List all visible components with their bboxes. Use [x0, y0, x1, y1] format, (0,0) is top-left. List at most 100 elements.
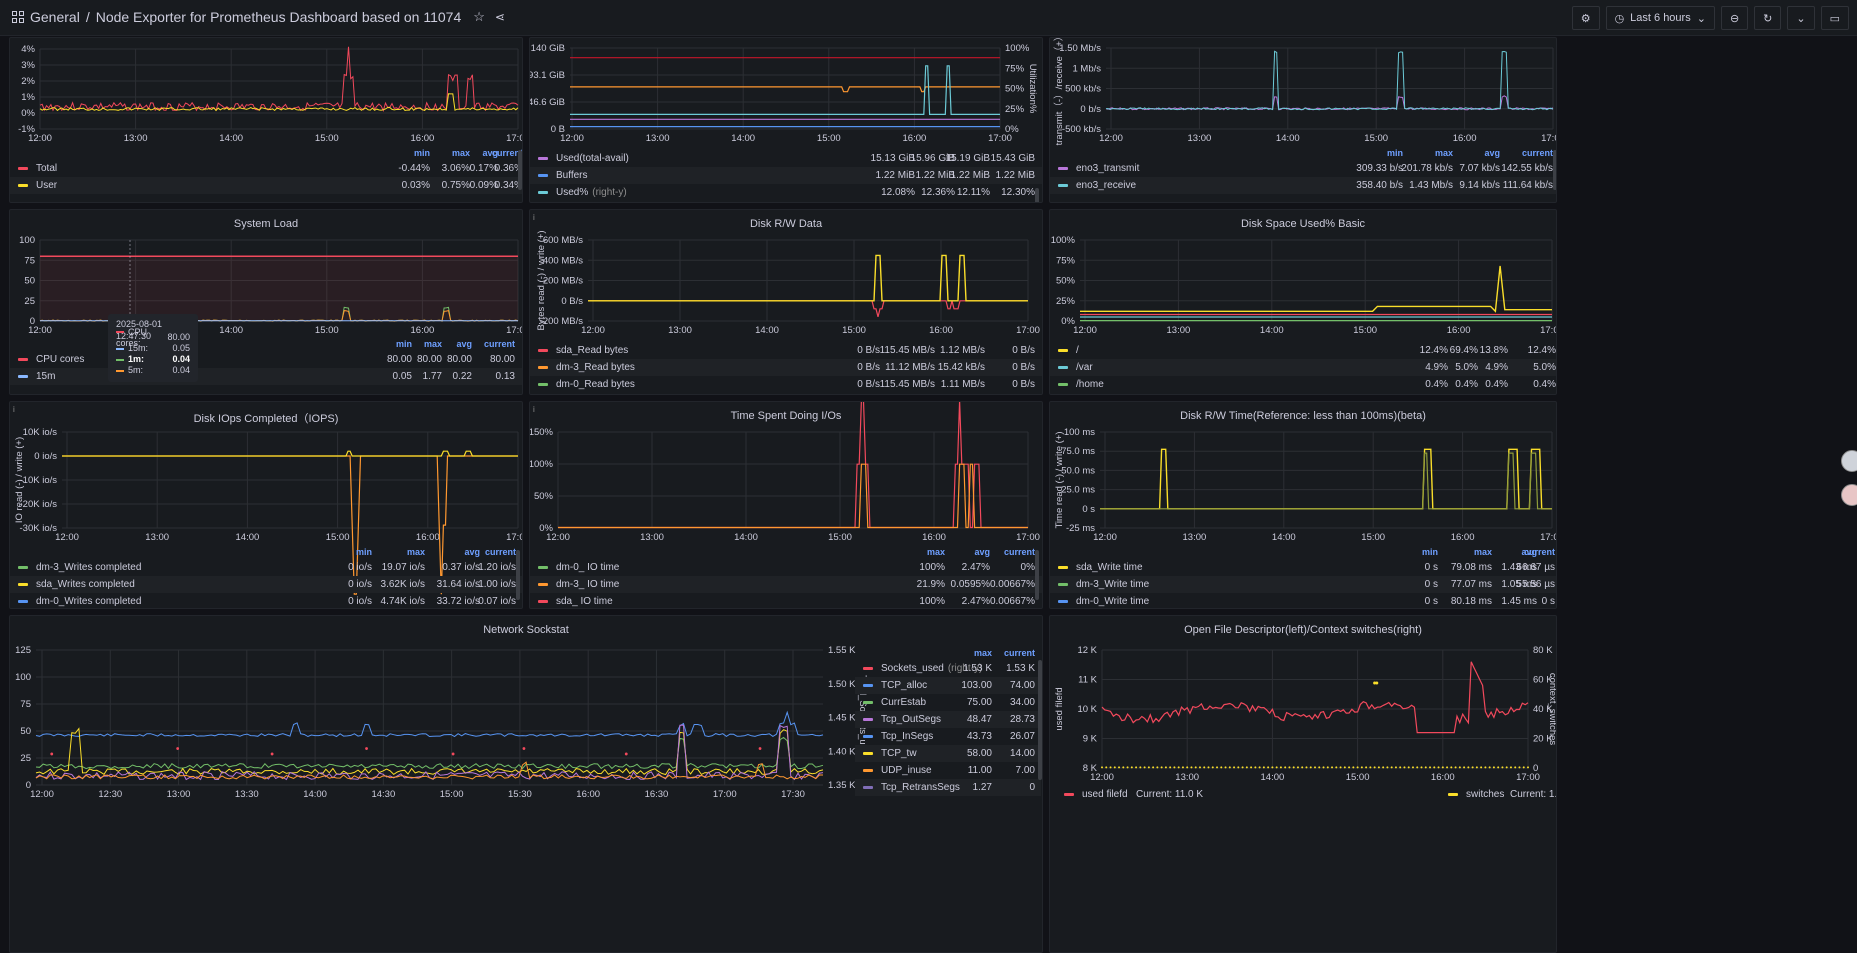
legend-row[interactable]: Tcp_OutSegs 48.47 28.73: [855, 711, 1041, 728]
legend-scrollbar[interactable]: [1038, 660, 1042, 780]
x-tick-label: 13:00: [1183, 532, 1207, 543]
legend-row[interactable]: dm-3_Write time 0 s 77.07 ms 1.05 ms 55.56 µ…: [1050, 576, 1556, 593]
legend-row[interactable]: eno3_transmit 309.33 b/s 201.78 kb/s 7.07 k…: [1050, 160, 1556, 177]
floating-translate-icon[interactable]: [1841, 484, 1857, 506]
legend-row[interactable]: Used(total-avail) 15.13 GiB 15.96 GiB 15.19…: [530, 150, 1042, 167]
legend-column-current[interactable]: current: [491, 148, 523, 158]
legend-row[interactable]: /home 0.4% 0.4% 0.4% 0.4%: [1050, 376, 1556, 393]
legend-column-min[interactable]: min: [413, 148, 430, 158]
legend-row[interactable]: Used% (right-y) 12.08% 12.36% 12.11% 12.30%: [530, 184, 1042, 201]
legend-row[interactable]: sda_Write time 0 s 79.08 ms 1.43 ms 66.67 µs: [1050, 559, 1556, 576]
zoom-out-button[interactable]: ⊖: [1720, 6, 1749, 30]
x-tick-label: 13:30: [235, 789, 259, 800]
legend-row[interactable]: Total -0.44% 3.06% 0.17% 0.36%: [10, 160, 522, 177]
legend-column-max[interactable]: max: [451, 148, 470, 158]
legend-row[interactable]: Tcp_RetransSegs 1.27 0: [855, 779, 1041, 796]
legend-column-avg[interactable]: avg: [456, 339, 472, 349]
panel-title[interactable]: Disk R/W Data: [749, 218, 823, 230]
panel-title[interactable]: Time Spent Doing I/Os: [730, 410, 842, 422]
legend-row[interactable]: dm-0_Write time 0 s 80.18 ms 1.45 ms 0 s: [1050, 593, 1556, 608]
legend-scrollbar[interactable]: [516, 550, 520, 600]
x-tick-label: 13:00: [668, 325, 692, 336]
legend-column-avg[interactable]: avg: [974, 547, 990, 557]
legend-column-avg[interactable]: avg: [464, 547, 480, 557]
legend-column-avg[interactable]: avg: [1484, 148, 1500, 158]
legend-row[interactable]: dm-3_Read bytes 0 B/s 11.12 MB/s 15.42 kB/s…: [530, 359, 1042, 376]
legend-column-avg[interactable]: avg: [482, 148, 498, 158]
context-switch-point: [1411, 766, 1414, 769]
panel-info-icon[interactable]: i: [533, 405, 535, 414]
x-tick-label: 15:30: [508, 789, 532, 800]
panel-title[interactable]: System Load: [233, 218, 299, 230]
legend-column-current[interactable]: current: [1521, 148, 1553, 158]
legend-column-current[interactable]: current: [1523, 547, 1555, 557]
legend-row[interactable]: dm-0_Writes completed 0 io/s 4.74K io/s 33.…: [10, 593, 522, 608]
legend-row[interactable]: Sockets_used (right-y) 1.53 K 1.53 K: [855, 660, 1041, 677]
panel-title[interactable]: Disk R/W Time(Reference: less than 100ms…: [1180, 410, 1426, 422]
legend-item[interactable]: used filefd Current: 11.0 K: [1056, 786, 1256, 803]
legend-column-current[interactable]: current: [1003, 648, 1035, 658]
legend-row[interactable]: 15m 0.05 1.77 0.22 0.13: [10, 368, 522, 385]
legend-row[interactable]: dm-0_ IO time 100% 2.47% 0%: [530, 559, 1042, 576]
panel-title[interactable]: Disk IOps Completed（IOPS): [193, 413, 339, 425]
legend-column-min[interactable]: min: [395, 339, 412, 349]
legend-item[interactable]: switches Current: 1.84 K: [1440, 786, 1556, 803]
legend-row[interactable]: /12.4% 69.4% 13.8% 12.4%: [1050, 342, 1556, 359]
panel-title[interactable]: Open File Descriptor(left)/Context switc…: [1184, 624, 1422, 636]
floating-grid-icon[interactable]: [1841, 450, 1857, 472]
legend-row[interactable]: sda_Writes completed 0 io/s 3.62K io/s 31.6…: [10, 576, 522, 593]
legend-column-max[interactable]: max: [926, 547, 945, 557]
legend-row[interactable]: TCP_tw 58.00 14.00: [855, 745, 1041, 762]
legend-column-current[interactable]: current: [484, 547, 516, 557]
legend-column-current[interactable]: current: [483, 339, 515, 349]
legend-row[interactable]: Tcp_InSegs 43.73 26.07: [855, 728, 1041, 745]
legend-scrollbar[interactable]: [1553, 150, 1556, 190]
legend-column-max[interactable]: max: [973, 648, 992, 658]
x-tick-label: 15:00: [1361, 532, 1385, 543]
legend-scrollbar[interactable]: [1035, 550, 1039, 600]
legend-column-max[interactable]: max: [1434, 148, 1453, 158]
legend-column-max[interactable]: max: [1473, 547, 1492, 557]
legend-column-max[interactable]: max: [406, 547, 425, 557]
panel-title[interactable]: Disk Space Used% Basic: [1240, 218, 1366, 230]
refresh-button[interactable]: ↻: [1754, 6, 1782, 30]
panel-info-icon[interactable]: i: [533, 213, 535, 222]
legend-scrollbar[interactable]: [518, 150, 522, 190]
legend-row[interactable]: dm-0_Read bytes 0 B/s 115.45 MB/s 1.11 MB/s…: [530, 376, 1042, 393]
legend-row[interactable]: sda_Read bytes 0 B/s 115.45 MB/s 1.12 MB/s 0…: [530, 342, 1042, 359]
legend-row[interactable]: TCP_alloc 103.00 74.00: [855, 677, 1041, 694]
refresh-interval-dropdown[interactable]: ⌄: [1787, 6, 1815, 30]
dashboard-title[interactable]: Node Exporter for Prometheus Dashboard b…: [95, 9, 462, 25]
tv-mode-button[interactable]: ▭: [1820, 6, 1849, 30]
legend-row[interactable]: Buffers 1.22 MiB 1.22 MiB 1.22 MiB 1.22 MiB: [530, 167, 1042, 184]
panel-title[interactable]: Network Sockstat: [483, 624, 569, 636]
legend-row[interactable]: CPU cores 80.00 80.00 80.00 80.00: [10, 351, 522, 368]
legend-column-avg[interactable]: avg: [1521, 547, 1537, 557]
share-icon[interactable]: ⋖: [494, 10, 505, 24]
x-tick-label: 12:00: [55, 532, 79, 543]
legend-row[interactable]: eno3_receive 358.40 b/s 1.43 Mb/s 9.14 kb/s…: [1050, 177, 1556, 194]
legend-row[interactable]: UDP_inuse 11.00 7.00: [855, 762, 1041, 779]
legend-column-min[interactable]: min: [355, 547, 372, 557]
legend-column-min[interactable]: min: [1386, 148, 1403, 158]
legend-value: 0 B/s: [1012, 362, 1035, 373]
panel-info-icon[interactable]: i: [13, 405, 15, 414]
x-tick-label: 12:00: [1090, 772, 1114, 783]
legend-scrollbar[interactable]: [1035, 188, 1039, 202]
settings-button[interactable]: ⚙: [1571, 6, 1600, 30]
legend-row[interactable]: dm-3_ IO time 21.9% 0.0595% 0.00667%: [530, 576, 1042, 593]
series-cache: [570, 86, 1000, 93]
legend-row[interactable]: CurrEstab 75.00 34.00: [855, 694, 1041, 711]
dashboards-grid-icon[interactable]: [12, 11, 24, 23]
legend-row[interactable]: sda_ IO time 100% 2.47% 0.00667%: [530, 593, 1042, 608]
legend-value: 34.00: [1009, 697, 1035, 708]
legend-row[interactable]: dm-3_Writes completed 0 io/s 19.07 io/s 0.3…: [10, 559, 522, 576]
legend-row[interactable]: User 0.03% 0.75% 0.09% 0.34%: [10, 177, 522, 194]
star-icon[interactable]: ☆: [473, 9, 485, 24]
legend-column-min[interactable]: min: [1421, 547, 1438, 557]
legend-column-current[interactable]: current: [1003, 547, 1035, 557]
legend-column-max[interactable]: max: [423, 339, 442, 349]
legend-row[interactable]: /var 4.9% 5.0% 4.9% 5.0%: [1050, 359, 1556, 376]
time-picker[interactable]: ◷ Last 6 hours ⌄: [1605, 6, 1715, 30]
breadcrumb-folder[interactable]: General: [30, 9, 80, 25]
